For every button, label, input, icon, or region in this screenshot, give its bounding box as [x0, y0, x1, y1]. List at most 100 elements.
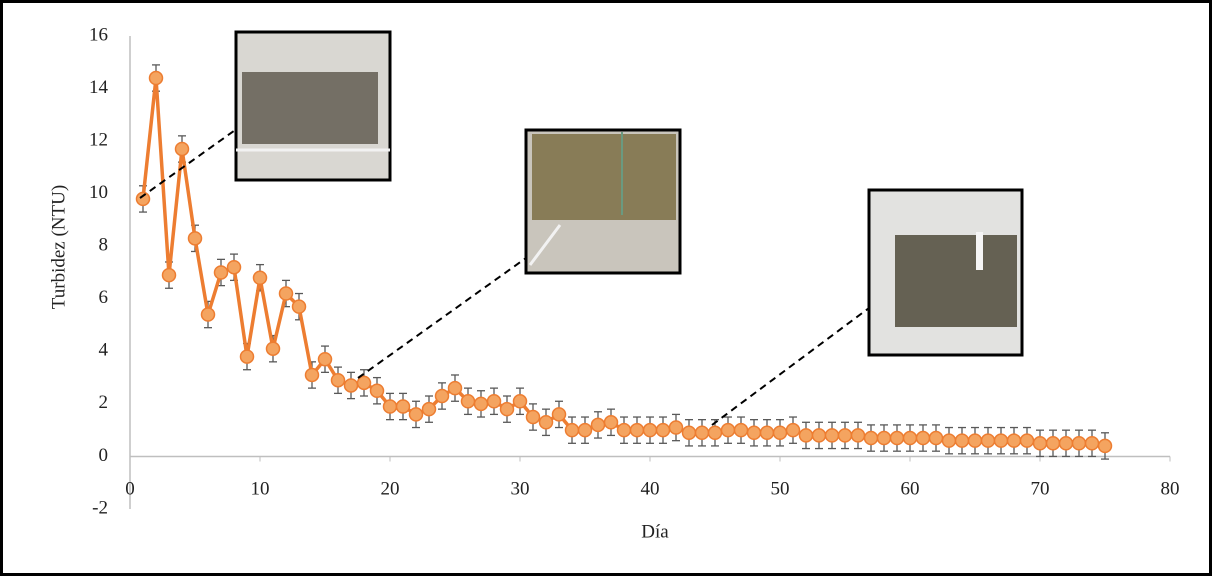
data-point: [722, 424, 735, 437]
data-point: [696, 426, 709, 439]
data-point: [371, 384, 384, 397]
y-tick-label: 4: [99, 340, 109, 361]
x-tick-label: 20: [381, 478, 400, 499]
data-point: [306, 368, 319, 381]
data-point: [1008, 434, 1021, 447]
data-point: [202, 308, 215, 321]
x-tick-label: 40: [641, 478, 660, 499]
data-point: [800, 429, 813, 442]
data-point: [501, 403, 514, 416]
data-point: [241, 350, 254, 363]
data-point: [189, 232, 202, 245]
data-point: [995, 434, 1008, 447]
data-point: [761, 426, 774, 439]
y-tick-label: 8: [99, 235, 109, 256]
data-point: [1021, 434, 1034, 447]
data-point: [254, 271, 267, 284]
data-point: [735, 424, 748, 437]
chart: -2024681012141601020304050607080 Día Tur…: [0, 0, 1212, 576]
x-tick-label: 80: [1161, 478, 1180, 499]
photo-insets: [140, 32, 1022, 425]
y-tick-label: 2: [99, 392, 109, 413]
data-point: [488, 395, 501, 408]
data-point: [813, 429, 826, 442]
data-point: [592, 418, 605, 431]
data-point: [163, 269, 176, 282]
data-point: [709, 426, 722, 439]
photo: [869, 190, 1022, 355]
data-point: [1060, 437, 1073, 450]
data-point: [787, 424, 800, 437]
data-point: [956, 434, 969, 447]
data-point: [332, 374, 345, 387]
data-point: [280, 287, 293, 300]
data-point: [449, 382, 462, 395]
x-tick-label: 70: [1031, 478, 1050, 499]
data-point: [943, 434, 956, 447]
frame: [2, 2, 1211, 575]
data-point: [137, 192, 150, 205]
x-tick-label: 30: [511, 478, 530, 499]
data-point: [904, 432, 917, 445]
data-point: [462, 395, 475, 408]
data-point: [657, 424, 670, 437]
y-tick-label: 0: [99, 445, 109, 466]
y-axis-title: Turbidez (NTU): [48, 185, 69, 309]
data-point: [358, 376, 371, 389]
data-point: [1034, 437, 1047, 450]
data-point: [345, 379, 358, 392]
photo: [236, 32, 390, 180]
data-point: [267, 342, 280, 355]
photo: [526, 130, 680, 273]
data-point: [644, 424, 657, 437]
y-tick-label: 6: [99, 287, 109, 308]
data-point: [930, 432, 943, 445]
data-point: [397, 400, 410, 413]
data-point: [384, 400, 397, 413]
y-tick-label: 14: [89, 77, 109, 98]
data-point: [891, 432, 904, 445]
data-point: [1086, 437, 1099, 450]
y-tick-label: 10: [89, 182, 108, 203]
data-point: [410, 408, 423, 421]
data-point: [150, 72, 163, 85]
data-point: [1047, 437, 1060, 450]
data-point: [683, 426, 696, 439]
data-point: [774, 426, 787, 439]
data-point: [527, 411, 540, 424]
data-point: [228, 261, 241, 274]
data-point: [852, 429, 865, 442]
data-point: [423, 403, 436, 416]
leader-line: [712, 308, 869, 425]
data-point: [1099, 439, 1112, 452]
data-point: [553, 408, 566, 421]
data-point: [566, 424, 579, 437]
data-point: [982, 434, 995, 447]
x-tick-label: 50: [771, 478, 790, 499]
data-point: [839, 429, 852, 442]
data-point: [917, 432, 930, 445]
x-axis-title: Día: [641, 521, 669, 542]
data-point: [878, 432, 891, 445]
data-point: [826, 429, 839, 442]
data-point: [969, 434, 982, 447]
data-point: [865, 432, 878, 445]
data-point: [618, 424, 631, 437]
data-point: [540, 416, 553, 429]
data-point: [293, 300, 306, 313]
x-tick-label: 0: [125, 478, 135, 499]
data-point: [605, 416, 618, 429]
y-tick-label: -2: [92, 497, 108, 518]
y-tick-label: 12: [89, 129, 108, 150]
data-point: [475, 397, 488, 410]
leader-line: [358, 258, 526, 378]
data-point: [514, 395, 527, 408]
x-tick-label: 60: [901, 478, 920, 499]
data-point: [215, 266, 228, 279]
data-point: [319, 353, 332, 366]
data-point: [631, 424, 644, 437]
data-point: [176, 142, 189, 155]
data-point: [436, 390, 449, 403]
y-tick-label: 16: [89, 24, 108, 45]
data-point: [670, 421, 683, 434]
